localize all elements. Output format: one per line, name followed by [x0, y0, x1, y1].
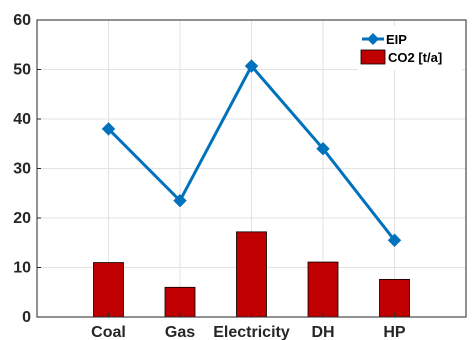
point-eip-gas: [173, 193, 187, 208]
ytick-label-30: 30: [13, 161, 31, 178]
point-eip-hp: [387, 233, 402, 247]
ytick-label-60: 60: [13, 12, 31, 29]
ytick-label-10: 10: [13, 260, 31, 277]
x-axis: Coal Gas Electricity DH HP: [91, 313, 406, 340]
point-eip-coal: [101, 122, 116, 136]
bar-electricity: [236, 231, 267, 318]
bar-dh: [307, 261, 339, 318]
ytick-label-20: 20: [13, 210, 31, 227]
xtick-label-gas: Gas: [165, 324, 195, 340]
ytick-label-50: 50: [13, 62, 31, 79]
xtick-label-hp: HP: [383, 324, 406, 340]
line-series: [101, 59, 402, 247]
ytick-label-40: 40: [13, 111, 31, 128]
bar-gas: [164, 286, 196, 318]
point-eip-electricity: [244, 59, 259, 73]
legend-diamond-swatch: [367, 33, 379, 45]
bar-series: [93, 231, 410, 318]
legend-label-co2: CO2 [t/a]: [388, 50, 442, 65]
point-eip-dh: [316, 141, 330, 156]
legend: EIP CO2 [t/a]: [358, 26, 462, 70]
xtick-label-electricity: Electricity: [213, 324, 290, 340]
xtick-label-coal: Coal: [91, 324, 126, 340]
legend-bar-swatch: [360, 49, 386, 65]
bar-hp: [379, 278, 410, 318]
legend-label-eip: EIP: [386, 32, 407, 47]
ytick-label-0: 0: [22, 309, 31, 326]
xtick-label-dh: DH: [311, 324, 334, 340]
y-axis: 0 10 20 30 40 50 60: [13, 12, 41, 326]
bar-coal: [93, 262, 124, 318]
